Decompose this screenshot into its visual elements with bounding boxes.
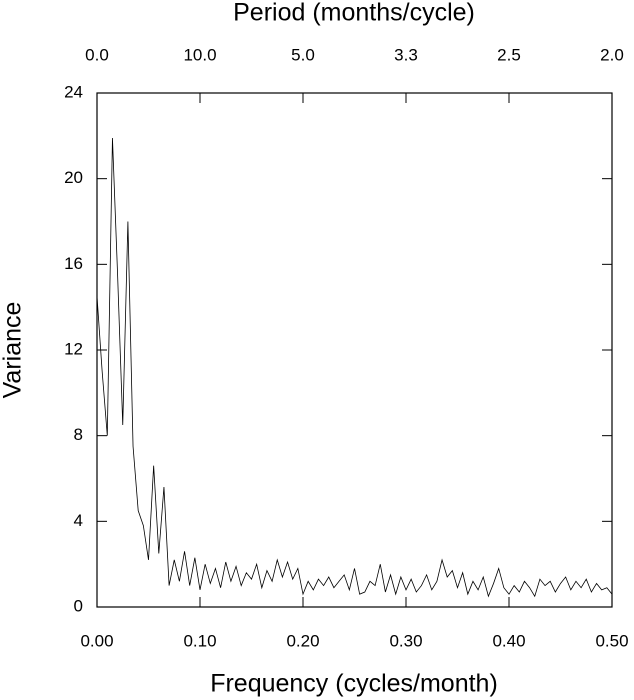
y-tick-label: 0 <box>74 596 83 615</box>
plot-frame <box>96 92 613 608</box>
x-tick-label: 0.30 <box>389 631 422 650</box>
x2-tick-label: 2.0 <box>600 45 624 64</box>
x-tick-label: 0.50 <box>595 631 628 650</box>
x2-tick-label: 5.0 <box>291 45 315 64</box>
y-tick-label: 24 <box>64 82 83 101</box>
x-tick-label: 0.10 <box>183 631 216 650</box>
x-axis-label: Frequency (cycles/month) <box>210 670 498 698</box>
x-tick-label: 0.20 <box>286 631 319 650</box>
x2-tick-label: 2.5 <box>497 45 521 64</box>
y-axis-label: Variance <box>0 302 27 399</box>
x-tick-label: 0.40 <box>492 631 525 650</box>
x-tick-label: 0.00 <box>80 631 113 650</box>
x2-axis-label: Period (months/cycle) <box>233 0 475 27</box>
x2-tick-label: 3.3 <box>394 45 418 64</box>
y-tick-label: 20 <box>64 168 83 187</box>
x2-tick-label: 10.0 <box>183 45 216 64</box>
y-tick-label: 16 <box>64 254 83 273</box>
spectrum-line <box>96 137 613 598</box>
y-tick-label: 4 <box>74 511 83 530</box>
y-tick-label: 12 <box>64 339 83 358</box>
y-tick-label: 8 <box>74 425 83 444</box>
x2-tick-label: 0.0 <box>85 45 109 64</box>
